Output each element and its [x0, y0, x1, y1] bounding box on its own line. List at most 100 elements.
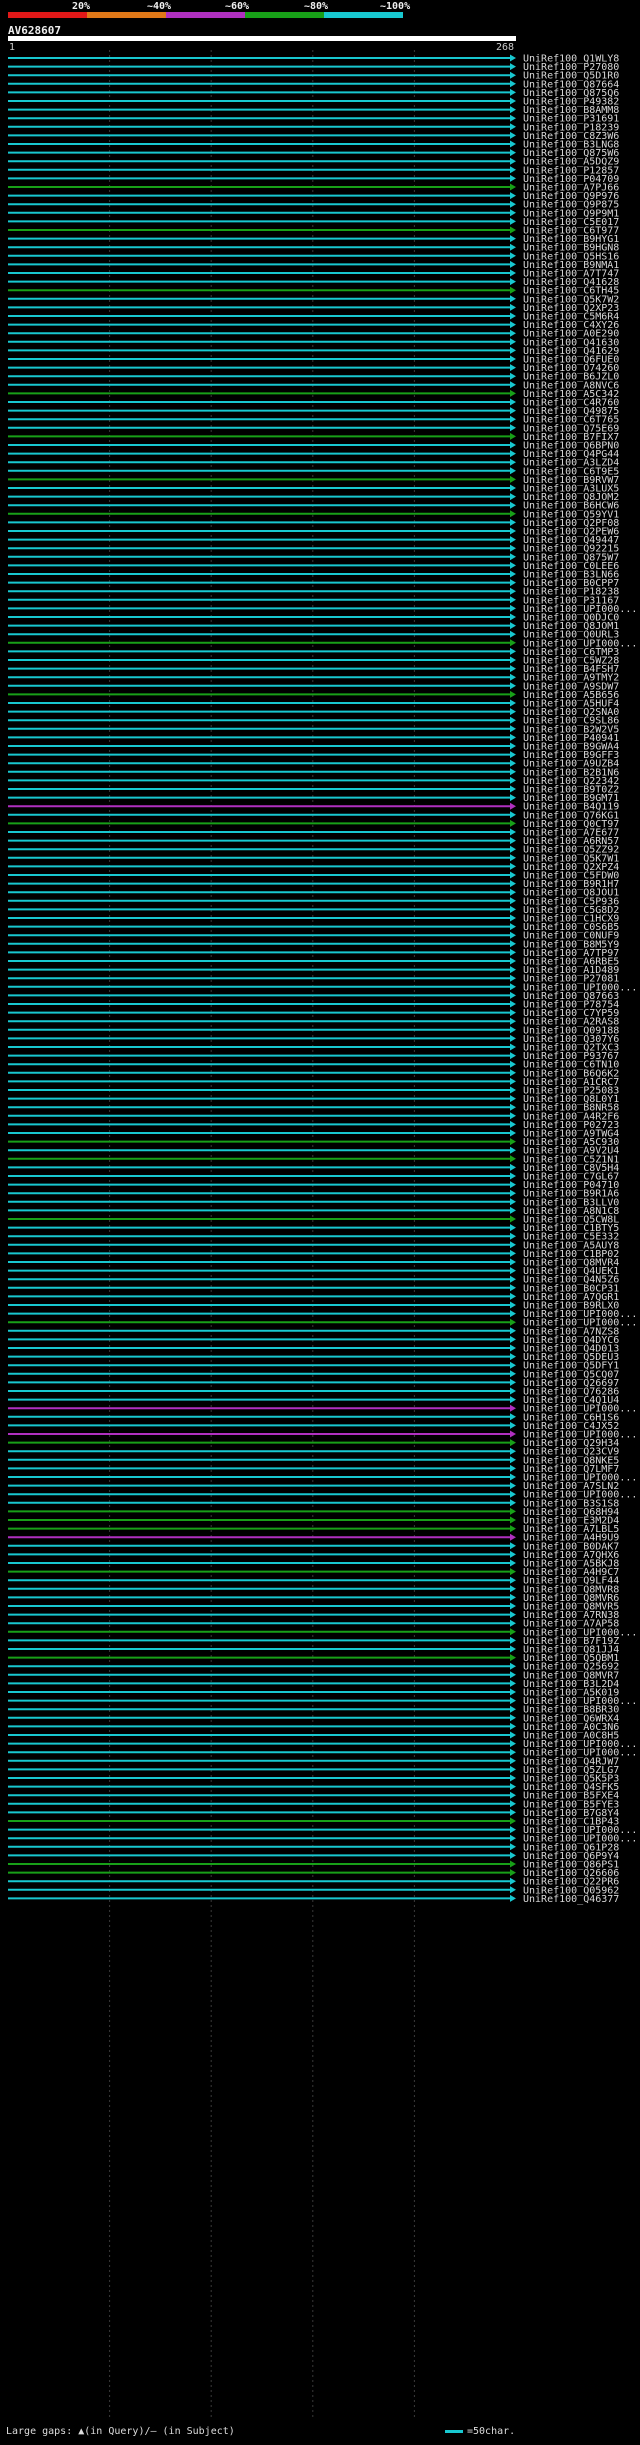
hit-row[interactable]: UniRef100_Q5CQ07 [8, 1369, 619, 1380]
hit-label[interactable]: UniRef100_A7AP58 [523, 1619, 619, 1630]
hit-row[interactable]: UniRef100_Q5QBM1 [8, 1653, 619, 1664]
hit-row[interactable]: UniRef100_Q875W6 [8, 148, 619, 159]
hit-row[interactable]: UniRef100_C6TN10 [8, 1060, 619, 1071]
hit-label[interactable]: UniRef100_B9NMA1 [523, 260, 619, 271]
hit-row[interactable]: UniRef100_C4XY26 [8, 320, 619, 331]
hit-label[interactable]: UniRef100_C5E017 [523, 217, 619, 228]
hit-label[interactable]: UniRef100_Q9P9M1 [523, 208, 619, 219]
hit-row[interactable]: UniRef100_B2B1N6 [8, 767, 619, 778]
hit-label[interactable]: UniRef100_B9HYG1 [523, 234, 619, 245]
hit-row[interactable]: UniRef100_Q2XPZ4 [8, 862, 619, 873]
hit-row[interactable]: UniRef100_Q2SNA0 [8, 707, 619, 718]
hit-label[interactable]: UniRef100_Q2TXC3 [523, 1043, 619, 1054]
hit-label[interactable]: UniRef100_A0E290 [523, 329, 619, 340]
hit-row[interactable]: UniRef100_C5P936 [8, 896, 619, 907]
hit-row[interactable]: UniRef100_A5BKJ8 [8, 1559, 619, 1570]
hit-label[interactable]: UniRef100_A5AUY8 [523, 1240, 619, 1251]
hit-row[interactable]: UniRef100_UPI000... [8, 1430, 637, 1441]
hit-label[interactable]: UniRef100_UPI000... [523, 638, 637, 649]
hit-row[interactable]: UniRef100_Q307Y6 [8, 1034, 619, 1045]
hit-row[interactable]: UniRef100_A9UZB4 [8, 759, 619, 770]
hit-row[interactable]: UniRef100_Q9P875 [8, 200, 619, 211]
hit-label[interactable]: UniRef100_B0CP31 [523, 1283, 619, 1294]
hit-row[interactable]: UniRef100_B7FIX7 [8, 432, 619, 443]
hit-row[interactable]: UniRef100_Q76KG1 [8, 810, 619, 821]
hit-row[interactable]: UniRef100_Q61P28 [8, 1842, 619, 1853]
hit-row[interactable]: UniRef100_Q41629 [8, 346, 619, 357]
hit-row[interactable]: UniRef100_UPI000... [8, 1739, 637, 1750]
hit-label[interactable]: UniRef100_P18238 [523, 587, 619, 598]
hit-row[interactable]: UniRef100_B5FYE3 [8, 1799, 619, 1810]
hit-label[interactable]: UniRef100_C1HCX9 [523, 914, 619, 925]
hit-row[interactable]: UniRef100_Q4N5Z6 [8, 1275, 619, 1286]
hit-label[interactable]: UniRef100_B2B1N6 [523, 767, 619, 778]
hit-label[interactable]: UniRef100_Q87664 [523, 79, 619, 90]
hit-row[interactable]: UniRef100_B6HCW6 [8, 501, 619, 512]
hit-label[interactable]: UniRef100_Q1WLY8 [523, 54, 619, 65]
hit-label[interactable]: UniRef100_Q8JOM2 [523, 492, 619, 503]
hit-row[interactable]: UniRef100_P04710 [8, 1180, 619, 1191]
hit-label[interactable]: UniRef100_P27080 [523, 62, 619, 73]
hit-row[interactable]: UniRef100_Q875W7 [8, 552, 619, 563]
hit-label[interactable]: UniRef100_Q26697 [523, 1378, 619, 1389]
hit-row[interactable]: UniRef100_Q5CW8L [8, 1215, 619, 1226]
hit-row[interactable]: UniRef100_B7G8Y4 [8, 1808, 619, 1819]
hit-label[interactable]: UniRef100_Q8JOM1 [523, 621, 619, 632]
hit-label[interactable]: UniRef100_Q41628 [523, 277, 619, 288]
hit-label[interactable]: UniRef100_Q76KG1 [523, 810, 619, 821]
hit-label[interactable]: UniRef100_Q05962 [523, 1885, 619, 1896]
hit-label[interactable]: UniRef100_Q8JOU1 [523, 888, 619, 899]
hit-label[interactable]: UniRef100_A7E677 [523, 828, 619, 839]
hit-label[interactable]: UniRef100_B7G8Y4 [523, 1808, 619, 1819]
hit-label[interactable]: UniRef100_A7RN38 [523, 1610, 619, 1621]
hit-row[interactable]: UniRef100_Q5DEU3 [8, 1352, 619, 1363]
hit-label[interactable]: UniRef100_B9R1A6 [523, 1189, 619, 1200]
hit-row[interactable]: UniRef100_Q9P976 [8, 191, 619, 202]
hit-label[interactable]: UniRef100_B3S1S8 [523, 1498, 619, 1509]
hit-row[interactable]: UniRef100_Q9LF44 [8, 1576, 619, 1587]
hit-label[interactable]: UniRef100_A9TMY2 [523, 673, 619, 684]
hit-label[interactable]: UniRef100_Q0DJC0 [523, 613, 619, 624]
hit-label[interactable]: UniRef100_B9RLX0 [523, 1301, 619, 1312]
hit-row[interactable]: UniRef100_C5G8D2 [8, 905, 619, 916]
hit-row[interactable]: UniRef100_Q7LMF7 [8, 1464, 619, 1475]
hit-row[interactable]: UniRef100_Q46377 [8, 1894, 619, 1905]
hit-row[interactable]: UniRef100_C9SL86 [8, 716, 619, 727]
hit-row[interactable]: UniRef100_B4FSH7 [8, 664, 619, 675]
hit-label[interactable]: UniRef100_B3LLV0 [523, 1197, 619, 1208]
hit-label[interactable]: UniRef100_C7GL67 [523, 1172, 619, 1183]
hit-row[interactable]: UniRef100_C6TH45 [8, 286, 619, 297]
hit-label[interactable]: UniRef100_Q49875 [523, 406, 619, 417]
hit-row[interactable]: UniRef100_UPI000... [8, 604, 637, 615]
hit-label[interactable]: UniRef100_B6JZL0 [523, 372, 619, 383]
hit-label[interactable]: UniRef100_UPI000... [523, 1696, 637, 1707]
hit-row[interactable]: UniRef100_P25083 [8, 1086, 619, 1097]
hit-row[interactable]: UniRef100_C1BP43 [8, 1817, 619, 1828]
hit-label[interactable]: UniRef100_C6TH45 [523, 286, 619, 297]
hit-label[interactable]: UniRef100_B7F19Z [523, 1636, 619, 1647]
hit-row[interactable]: UniRef100_Q05962 [8, 1885, 619, 1896]
hit-row[interactable]: UniRef100_C7GL67 [8, 1172, 619, 1183]
hit-row[interactable]: UniRef100_A4H9C7 [8, 1567, 619, 1578]
hit-row[interactable]: UniRef100_Q5K7W1 [8, 853, 619, 864]
hit-label[interactable]: UniRef100_Q6WRX4 [523, 1713, 619, 1724]
hit-label[interactable]: UniRef100_B0DAK7 [523, 1541, 619, 1552]
hit-row[interactable]: UniRef100_C7YP59 [8, 1008, 619, 1019]
hit-label[interactable]: UniRef100_Q5K7W2 [523, 294, 619, 305]
hit-row[interactable]: UniRef100_Q4RJW7 [8, 1756, 619, 1767]
hit-row[interactable]: UniRef100_A2RAS8 [8, 1017, 619, 1028]
hit-label[interactable]: UniRef100_C8V5H4 [523, 1163, 619, 1174]
hit-row[interactable]: UniRef100_C4JX52 [8, 1421, 619, 1432]
hit-label[interactable]: UniRef100_Q8MVR4 [523, 1258, 619, 1269]
hit-row[interactable]: UniRef100_Q26697 [8, 1378, 619, 1389]
hit-label[interactable]: UniRef100_C6T977 [523, 226, 619, 237]
hit-row[interactable]: UniRef100_A4H9U9 [8, 1533, 619, 1544]
hit-row[interactable]: UniRef100_B6Q6K2 [8, 1068, 619, 1079]
hit-row[interactable]: UniRef100_C0S6B5 [8, 922, 619, 933]
hit-label[interactable]: UniRef100_A7PJ66 [523, 183, 619, 194]
hit-label[interactable]: UniRef100_Q8MVR8 [523, 1584, 619, 1595]
hit-label[interactable]: UniRef100_A7T747 [523, 269, 619, 280]
hit-row[interactable]: UniRef100_B8NR58 [8, 1103, 619, 1114]
hit-row[interactable]: UniRef100_A7QGR1 [8, 1292, 619, 1303]
hit-label[interactable]: UniRef100_C4JX52 [523, 1421, 619, 1432]
